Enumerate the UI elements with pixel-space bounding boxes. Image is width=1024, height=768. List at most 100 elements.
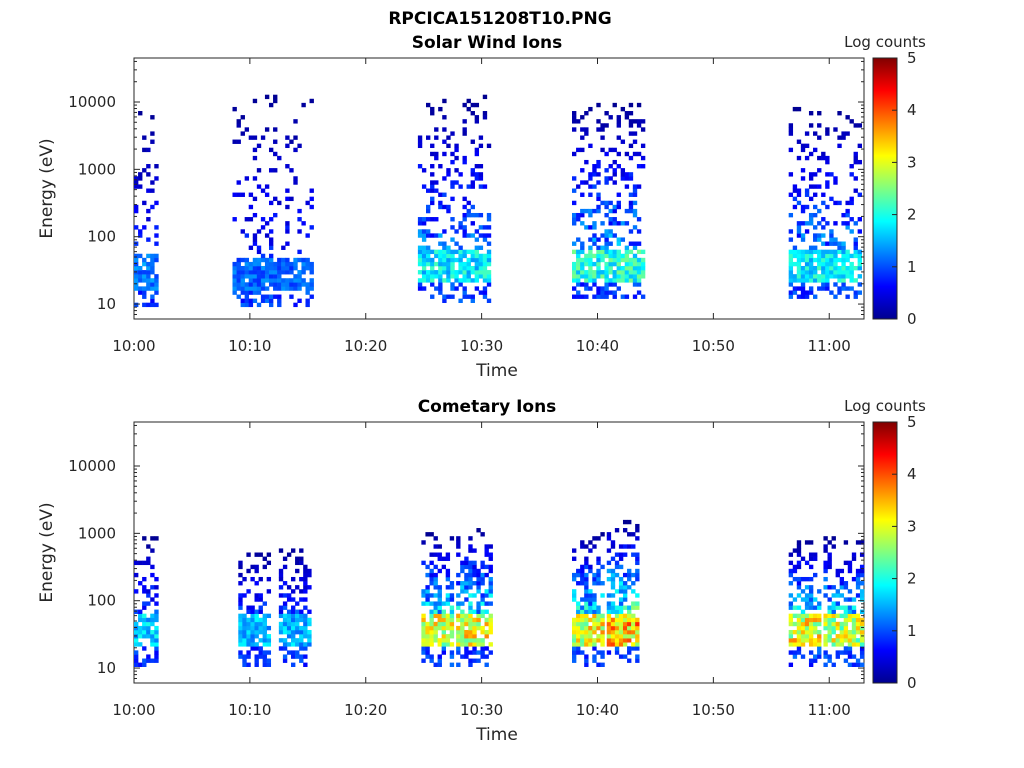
- spectrogram-cell: [417, 278, 423, 283]
- spectrogram-cell: [134, 638, 139, 643]
- spectrogram-cell: [480, 576, 485, 582]
- spectrogram-cell: [254, 646, 259, 651]
- spectrogram-cell: [632, 253, 638, 259]
- spectrogram-cell: [277, 302, 282, 308]
- spectrogram-cell: [273, 98, 278, 104]
- spectrogram-cell: [608, 290, 613, 295]
- spectrogram-cell: [592, 164, 597, 169]
- spectrogram-cell: [449, 605, 455, 610]
- spectrogram-cell: [268, 270, 274, 275]
- spectrogram-cell: [584, 601, 589, 606]
- spectrogram-cell: [636, 249, 642, 255]
- y-tick-label: 10: [97, 295, 116, 313]
- spectrogram-cell: [470, 184, 475, 189]
- spectrogram-cell: [425, 572, 430, 578]
- spectrogram-cell: [632, 274, 638, 279]
- spectrogram-cell: [470, 233, 475, 238]
- spectrogram-cell: [808, 638, 814, 643]
- spectrogram-cell: [289, 168, 294, 173]
- spectrogram-cell: [273, 127, 278, 132]
- spectrogram-cell: [588, 172, 593, 177]
- spectrogram-cell: [808, 589, 814, 594]
- spectrogram-cell: [472, 609, 477, 614]
- spectrogram-cell: [244, 261, 250, 267]
- spectrogram-cell: [236, 294, 241, 299]
- spectrogram-cell: [572, 127, 577, 132]
- spectrogram-cell: [442, 278, 447, 283]
- x-tick-label: 10:50: [692, 701, 735, 719]
- spectrogram-cell: [472, 568, 477, 574]
- spectrogram-cell: [588, 548, 593, 553]
- spectrogram-cell: [604, 233, 609, 238]
- spectrogram-cell: [851, 556, 857, 561]
- spectrogram-cell: [620, 274, 626, 279]
- spectrogram-cell: [437, 621, 442, 627]
- spectrogram-cell: [417, 164, 423, 169]
- spectrogram-cell: [442, 127, 447, 132]
- spectrogram-cell: [833, 241, 838, 246]
- spectrogram-cell: [258, 552, 263, 557]
- spectrogram-cell: [580, 540, 585, 545]
- spectrogram-cell: [592, 544, 597, 549]
- spectrogram-cell: [438, 200, 443, 206]
- spectrogram-cell: [839, 605, 845, 610]
- spectrogram-cell: [250, 564, 255, 570]
- spectrogram-cell: [584, 257, 589, 263]
- spectrogram-cell: [596, 638, 601, 643]
- spectrogram-cell: [303, 605, 308, 610]
- spectrogram-cell: [808, 151, 814, 157]
- spectrogram-cell: [438, 241, 443, 246]
- spectrogram-cell: [857, 192, 862, 197]
- spectrogram-cell: [837, 200, 842, 206]
- spectrogram-cell: [488, 642, 493, 647]
- spectrogram-cell: [596, 617, 601, 623]
- spectrogram-cell: [464, 654, 469, 659]
- spectrogram-cell: [572, 625, 577, 631]
- spectrogram-cell: [262, 654, 267, 659]
- spectrogram-cell: [309, 196, 314, 202]
- spectrogram-cell: [823, 585, 828, 590]
- spectrogram-cell: [827, 597, 832, 602]
- spectrogram-cell: [584, 589, 589, 594]
- spectrogram-cell: [845, 200, 850, 206]
- spectrogram-cell: [859, 552, 865, 557]
- spectrogram-cell: [800, 621, 806, 627]
- spectrogram-cell: [295, 601, 300, 606]
- spectrogram-cell: [150, 585, 155, 590]
- spectrogram-cell: [800, 221, 806, 226]
- spectrogram-cell: [788, 617, 794, 623]
- spectrogram-cell: [796, 638, 802, 643]
- spectrogram-cell: [434, 217, 439, 222]
- spectrogram-cell: [437, 662, 442, 667]
- spectrogram-cell: [632, 188, 638, 193]
- spectrogram-cell: [821, 233, 826, 238]
- spectrogram-cell: [800, 274, 806, 279]
- spectrogram-cell: [817, 253, 822, 259]
- spectrogram-cell: [260, 294, 266, 299]
- spectrogram-cell: [240, 282, 245, 287]
- spectrogram-cell: [468, 548, 473, 553]
- spectrogram-cell: [796, 233, 802, 238]
- spectrogram-cell: [254, 617, 259, 623]
- spectrogram-cell: [827, 609, 832, 614]
- spectrogram-cell: [572, 111, 577, 116]
- spectrogram-cell: [632, 151, 638, 157]
- spectrogram-cell: [808, 265, 814, 271]
- spectrogram-cell: [236, 180, 241, 185]
- spectrogram-cell: [421, 233, 427, 238]
- spectrogram-cell: [303, 568, 308, 574]
- spectrogram-cell: [788, 613, 794, 619]
- spectrogram-cell: [488, 601, 493, 606]
- spectrogram-cell: [588, 257, 593, 263]
- spectrogram-cell: [855, 585, 861, 590]
- spectrogram-cell: [138, 613, 143, 619]
- spectrogram-cell: [299, 629, 304, 635]
- spectrogram-cell: [466, 208, 471, 214]
- spectrogram-cell: [142, 225, 147, 230]
- spectrogram-cell: [238, 560, 243, 566]
- spectrogram-cell: [851, 662, 857, 667]
- spectrogram-cell: [470, 294, 475, 299]
- spectrogram-cell: [841, 257, 846, 263]
- spectrogram-cell: [472, 634, 477, 639]
- spectrogram-cell: [808, 278, 814, 283]
